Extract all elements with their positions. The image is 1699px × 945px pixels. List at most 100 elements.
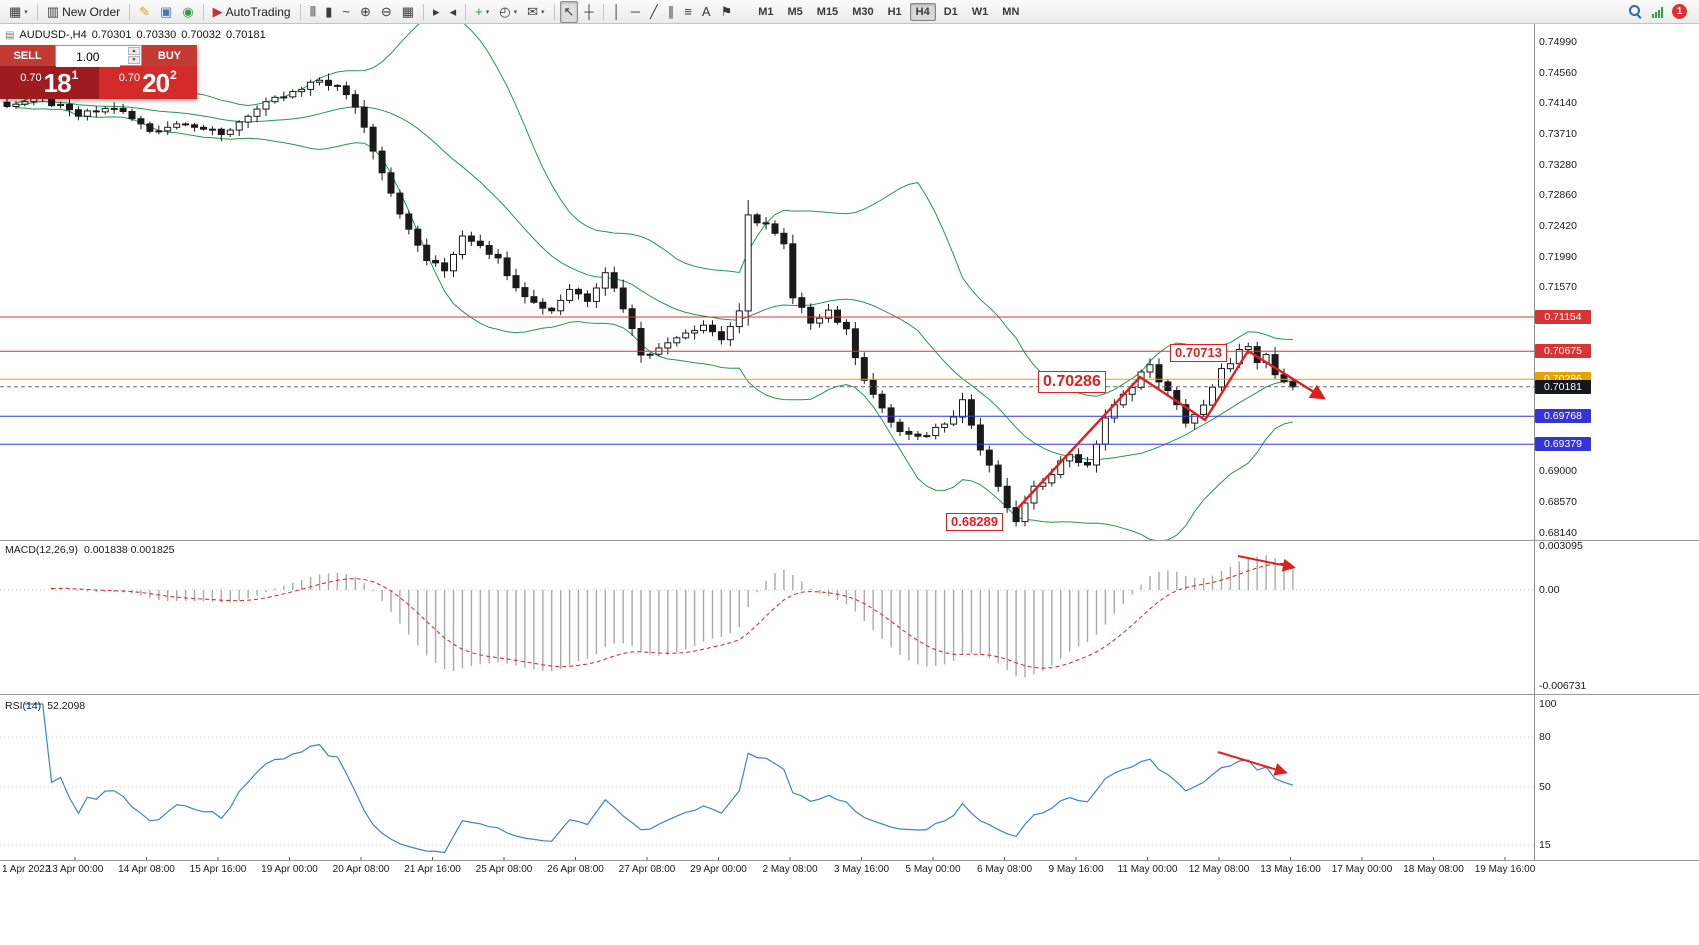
- time-axis-label: 14 Apr 08:00: [118, 864, 175, 875]
- bollinger-bands: [15, 24, 1294, 540]
- templates-icon[interactable]: ✉ ▾: [527, 4, 545, 19]
- time-axis-label: 12 May 08:00: [1188, 864, 1250, 875]
- volume-down-button[interactable]: ▼: [128, 56, 140, 64]
- time-axis-label: 26 Apr 08:00: [547, 864, 604, 875]
- time-axis-label: 15 Apr 16:00: [189, 864, 247, 875]
- toolbar-separator: [602, 3, 604, 20]
- tf-h1-button[interactable]: H1: [887, 5, 902, 18]
- sell-price-prefix: 0.70: [20, 71, 42, 84]
- arrows-tool-icon[interactable]: ⚑: [720, 4, 733, 19]
- strategy-tester-icon[interactable]: ◉: [182, 4, 194, 19]
- price-axis-border: [1534, 24, 1535, 861]
- time-axis-label: 2 May 08:00: [762, 864, 818, 875]
- tf-w1-button[interactable]: W1: [971, 5, 989, 18]
- chart-bars-icon[interactable]: |||: [309, 5, 317, 17]
- price-level-badge: 0.69379: [1535, 437, 1591, 452]
- trend-arrows[interactable]: [1017, 349, 1326, 776]
- time-axis-label: 17 May 00:00: [1331, 864, 1393, 875]
- chart-line-icon[interactable]: ~: [342, 4, 350, 19]
- text-tool-icon[interactable]: A: [701, 4, 711, 19]
- time-axis-divider: [0, 860, 1699, 861]
- volume-input[interactable]: [56, 46, 120, 67]
- toolbar-right-group: 1: [1628, 4, 1695, 19]
- new-chart-icon[interactable]: ▦ ▾: [9, 4, 28, 19]
- price-tag-annotation[interactable]: 0.70286: [1038, 371, 1106, 393]
- buy-price-display[interactable]: 0.70 20 2: [98, 66, 197, 99]
- time-axis-label: 11 May 00:00: [1117, 864, 1178, 875]
- equidistant-channel-icon[interactable]: ∥: [667, 4, 675, 19]
- rsi-indicator: [0, 703, 1534, 854]
- rsi-axis-label: 50: [1539, 781, 1551, 793]
- toolbar-separator: [36, 3, 38, 20]
- fibonacci-icon[interactable]: ≡: [684, 4, 692, 19]
- tf-m5-button[interactable]: M5: [787, 5, 803, 18]
- rsi-name-label: RSI(14): [5, 700, 42, 712]
- vertical-line-icon[interactable]: │: [612, 4, 621, 19]
- rsi-panel-divider[interactable]: [0, 694, 1699, 695]
- quote-open: 0.70301: [91, 29, 132, 41]
- crosshair-icon[interactable]: ┼: [584, 4, 594, 19]
- price-axis-label: 0.72860: [1539, 188, 1577, 201]
- tf-m15-button[interactable]: M15: [816, 5, 839, 18]
- volume-up-button[interactable]: ▲: [128, 47, 140, 55]
- price-axis-label: 0.68570: [1539, 496, 1577, 509]
- rsi-value-label: 52.2098: [47, 700, 86, 712]
- macd-axis-label: 0.003095: [1539, 540, 1583, 553]
- auto-scroll-icon[interactable]: ▸: [433, 4, 440, 19]
- notification-badge[interactable]: 1: [1672, 4, 1687, 19]
- tf-m30-button[interactable]: M30: [852, 5, 874, 18]
- time-axis-label: 20 Apr 08:00: [332, 864, 390, 875]
- sell-price-sup: 1: [71, 67, 79, 82]
- metaeditor-icon[interactable]: ✎: [139, 4, 151, 19]
- chart-shift-icon[interactable]: ◂: [449, 4, 457, 19]
- rsi-axis-label: 80: [1539, 731, 1551, 744]
- macd-panel-divider[interactable]: [0, 540, 1699, 541]
- toolbar-separator: [465, 3, 467, 20]
- time-axis-label: 13 Apr 00:00: [46, 864, 104, 875]
- time-axis-label: 18 May 08:00: [1403, 864, 1464, 875]
- new-order-button[interactable]: ▥ New Order: [46, 4, 121, 19]
- time-axis-label: 19 May 16:00: [1474, 864, 1536, 875]
- zoom-out-icon[interactable]: ⊖: [380, 4, 392, 19]
- terminal-icon[interactable]: ▣: [160, 4, 173, 19]
- toolbar-separator: [129, 3, 131, 20]
- indicators-icon[interactable]: + ▾: [475, 4, 490, 19]
- tile-windows-icon[interactable]: ▦: [401, 4, 415, 19]
- price-tag-annotation[interactable]: 0.70713: [1170, 344, 1227, 363]
- time-axis-label: 6 May 08:00: [976, 864, 1033, 875]
- chart-candles-icon[interactable]: ▮: [325, 4, 333, 19]
- price-axis-label: 0.69000: [1539, 465, 1577, 478]
- cursor-icon[interactable]: ↖: [559, 0, 579, 23]
- horizontal-line-icon[interactable]: ─: [630, 4, 640, 19]
- time-axis-label: 5 May 00:00: [905, 864, 961, 875]
- tf-h4-button[interactable]: H4: [909, 2, 936, 21]
- price-tag-annotation[interactable]: 0.68289: [946, 513, 1003, 532]
- time-axis-label: 19 Apr 00:00: [261, 864, 318, 875]
- toolbar-separator: [202, 3, 204, 20]
- buy-button[interactable]: BUY: [142, 45, 197, 66]
- toolbar-left-group: ▦ ▾ ▥ New Order ✎ ▣ ◉ ▶ AutoTrading ||| ▮ ~ ⊕ ⊖ ▦ ▸ ◂ + ▾ ◴…: [4, 0, 737, 23]
- zoom-in-icon[interactable]: ⊕: [359, 4, 371, 19]
- periods-icon[interactable]: ◴ ▾: [499, 4, 518, 19]
- price-axis-label: 0.68140: [1539, 527, 1577, 539]
- tf-m1-button[interactable]: M1: [758, 5, 774, 18]
- tf-d1-button[interactable]: D1: [943, 5, 958, 18]
- time-axis-label: 9 May 16:00: [1048, 864, 1104, 875]
- horizontal-levels[interactable]: [0, 316, 1534, 445]
- buy-price-prefix: 0.70: [118, 71, 141, 84]
- sell-button[interactable]: SELL: [0, 45, 55, 66]
- sell-price-display[interactable]: 0.70 18 1: [0, 66, 99, 99]
- macd-indicator: [0, 555, 1534, 678]
- search-icon[interactable]: [1628, 4, 1643, 19]
- time-axis-label: 13 May 16:00: [1260, 864, 1321, 875]
- time-axis-label: 29 Apr 00:00: [690, 864, 747, 875]
- tf-mn-button[interactable]: MN: [1002, 5, 1020, 18]
- toolbar-separator: [553, 3, 555, 20]
- autotrading-button[interactable]: ▶ AutoTrading: [212, 4, 291, 19]
- time-axis-label: 1 Apr 2022: [2, 864, 51, 875]
- price-level-badge: 0.69768: [1535, 409, 1591, 424]
- trendline-icon[interactable]: ╱: [649, 4, 658, 19]
- price-axis-label: 0.74140: [1539, 96, 1577, 109]
